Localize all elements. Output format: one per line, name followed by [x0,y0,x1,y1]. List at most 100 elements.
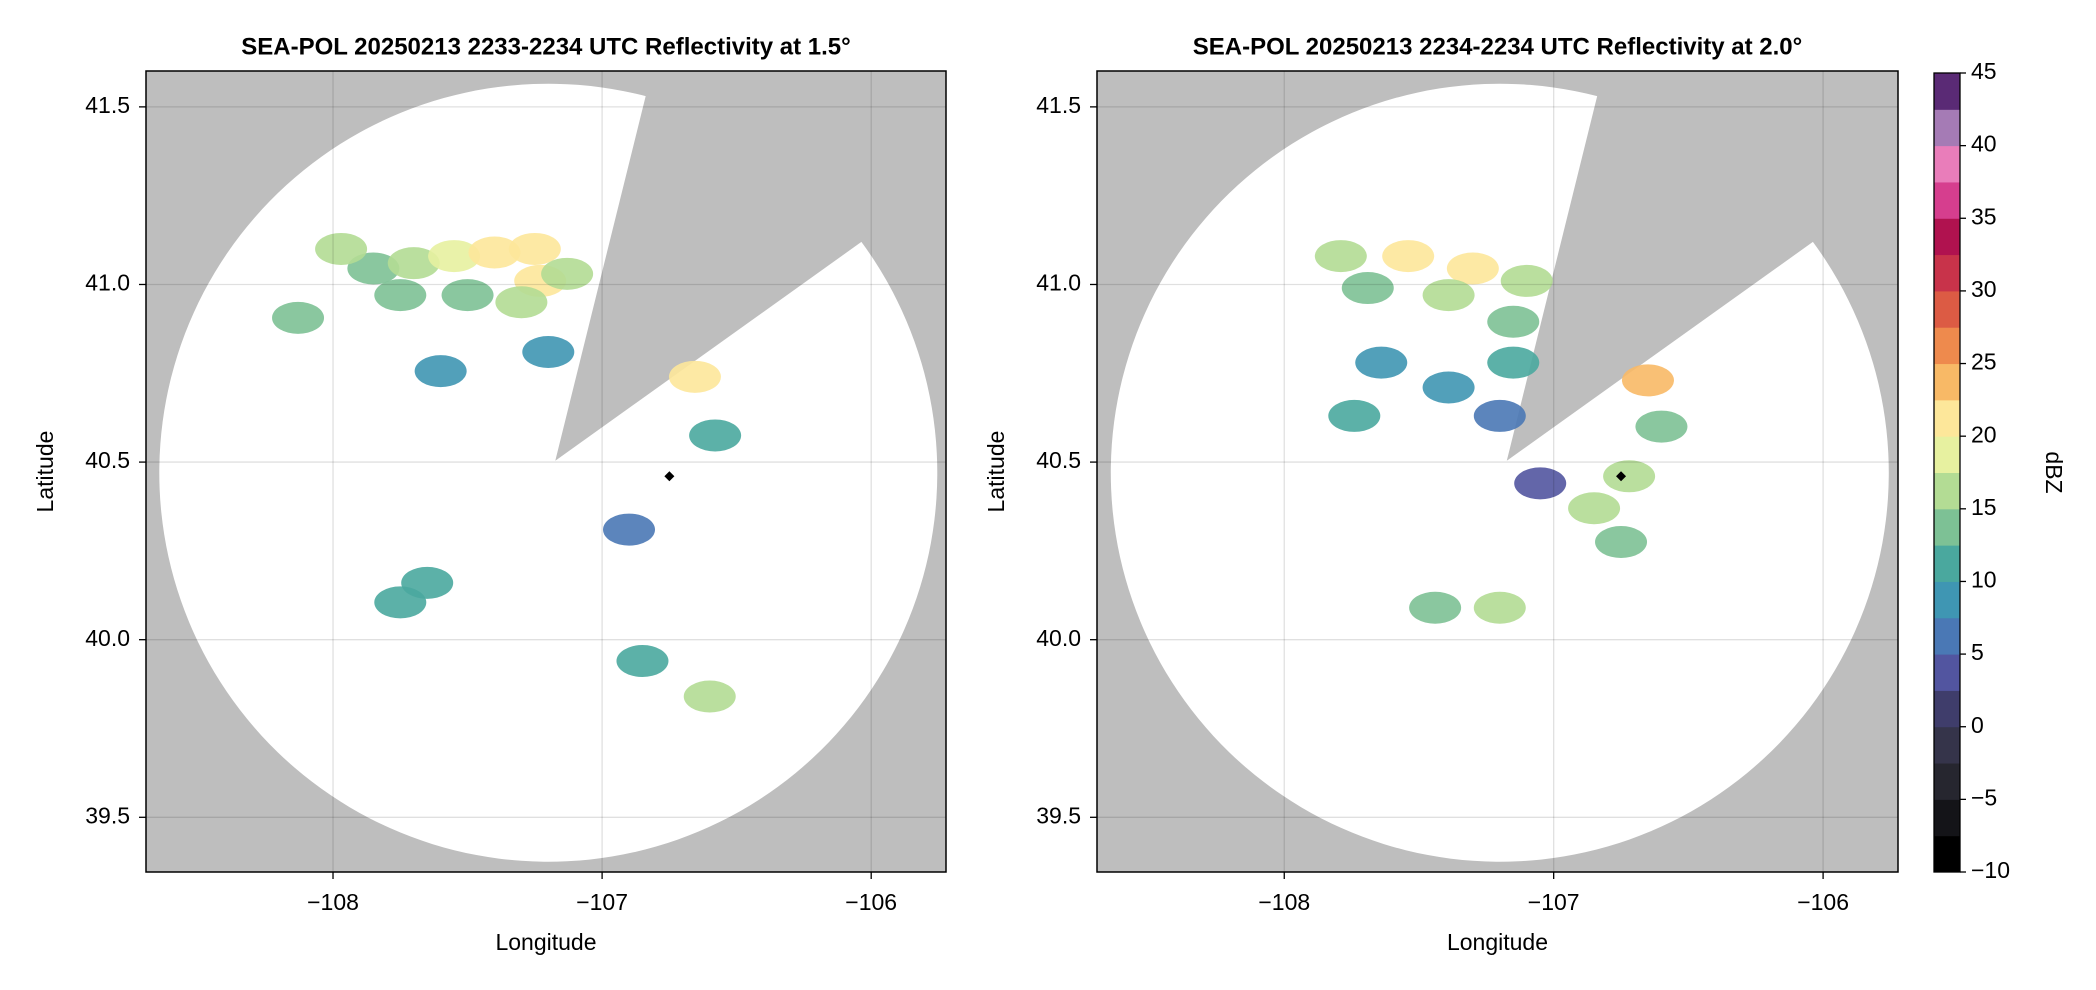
echo [1514,467,1567,500]
echo [508,232,561,265]
colorbar-band [1934,218,1960,256]
colorbar-band [1934,363,1960,401]
colorbar-tick-label: 10 [1971,567,1997,593]
colorbar-tick-label: 15 [1971,494,1997,520]
echo [616,645,669,678]
colorbar-frame [1933,72,1961,873]
echo [689,419,742,452]
echo [441,279,494,312]
y-axis-label: Latitude [983,431,1009,513]
colorbar-tick-label: 5 [1971,639,1984,665]
colorbar-band [1934,181,1960,219]
echo [1409,591,1462,624]
radar-coverage [1110,83,1889,862]
colorbar-label: dBZ [2041,451,2067,493]
echo [1422,371,1475,404]
echo [1473,591,1526,624]
echo [401,566,454,599]
chart-title: SEA-POL 20250213 2234-2234 UTC Reflectiv… [1193,33,1802,60]
x-tick-label: −108 [307,889,359,915]
colorbar-band [1934,835,1960,873]
echo [668,360,721,393]
colorbar-tick-label: 30 [1971,276,1997,302]
echo [315,232,368,265]
echo [1621,364,1674,397]
echo [468,236,521,269]
echo [1595,526,1648,559]
echo [541,257,594,290]
colorbar-band [1934,508,1960,546]
colorbar-band [1934,799,1960,837]
colorbar-tick-label: 0 [1971,712,1984,738]
echo [1382,240,1435,273]
colorbar-band [1934,327,1960,365]
echo [1473,399,1526,432]
colorbar-band [1934,436,1960,473]
colorbar-tick-label: 20 [1971,421,1997,447]
echo [347,252,400,285]
plot-area [1097,71,1898,872]
y-tick-label: 41.0 [1036,270,1081,296]
colorbar-band [1934,545,1960,582]
colorbar-band [1934,73,1960,110]
echo [1500,264,1553,297]
chart-title: SEA-POL 20250213 2233-2234 UTC Reflectiv… [241,33,850,60]
colorbar-tick-label: −10 [1971,857,2010,883]
colorbar-band [1934,617,1960,655]
y-tick-label: 40.5 [85,447,130,473]
echo [1487,305,1540,338]
plot-area [146,71,946,872]
y-tick-label: 41.0 [85,270,130,296]
colorbar-tick-label: 45 [1971,58,1997,84]
echo [522,335,575,368]
y-tick-label: 40.0 [85,625,130,651]
y-tick-label: 39.5 [85,802,130,828]
echo [1355,346,1408,379]
colorbar-band [1934,690,1960,728]
echo [495,286,548,319]
echo [1635,410,1688,443]
colorbar-tick-label: 35 [1971,203,1997,229]
x-tick-label: −106 [1797,889,1849,915]
echo [414,355,467,388]
echo [387,247,440,280]
colorbar-tick-label: 25 [1971,349,1997,375]
x-tick-label: −108 [1258,889,1310,915]
echo [1422,279,1475,312]
echo [1603,460,1656,493]
x-axis-label: Longitude [495,929,596,955]
colorbar-band [1934,581,1960,619]
axes-frame [145,70,947,873]
colorbar-band [1934,254,1960,292]
echo [1341,272,1394,305]
echo [603,513,656,546]
echo [683,680,736,713]
y-tick-label: 41.5 [1036,92,1081,118]
y-tick-label: 40.5 [1036,447,1081,473]
x-tick-label: −107 [1528,889,1580,915]
echo [374,279,427,312]
colorbar-band [1934,726,1960,764]
colorbar-band [1934,472,1960,510]
x-tick-label: −107 [576,889,628,915]
colorbar-band [1934,109,1960,147]
echo [1446,252,1499,285]
y-tick-label: 40.0 [1036,625,1081,651]
colorbar-band [1934,399,1960,437]
echo [1487,346,1540,379]
x-axis-label: Longitude [1447,929,1548,955]
colorbar-tick-label: 40 [1971,131,1997,157]
axes-frame [1096,70,1899,873]
echo [1328,399,1381,432]
echo [428,240,481,273]
y-axis-label: Latitude [32,431,58,513]
colorbar-band [1934,654,1960,691]
colorbar-band [1934,763,1960,800]
x-tick-label: −106 [845,889,897,915]
colorbar-tick-label: −5 [1971,784,1997,810]
y-tick-label: 39.5 [1036,802,1081,828]
colorbar-band [1934,145,1960,183]
echo [1568,492,1621,525]
echo [1314,240,1367,273]
